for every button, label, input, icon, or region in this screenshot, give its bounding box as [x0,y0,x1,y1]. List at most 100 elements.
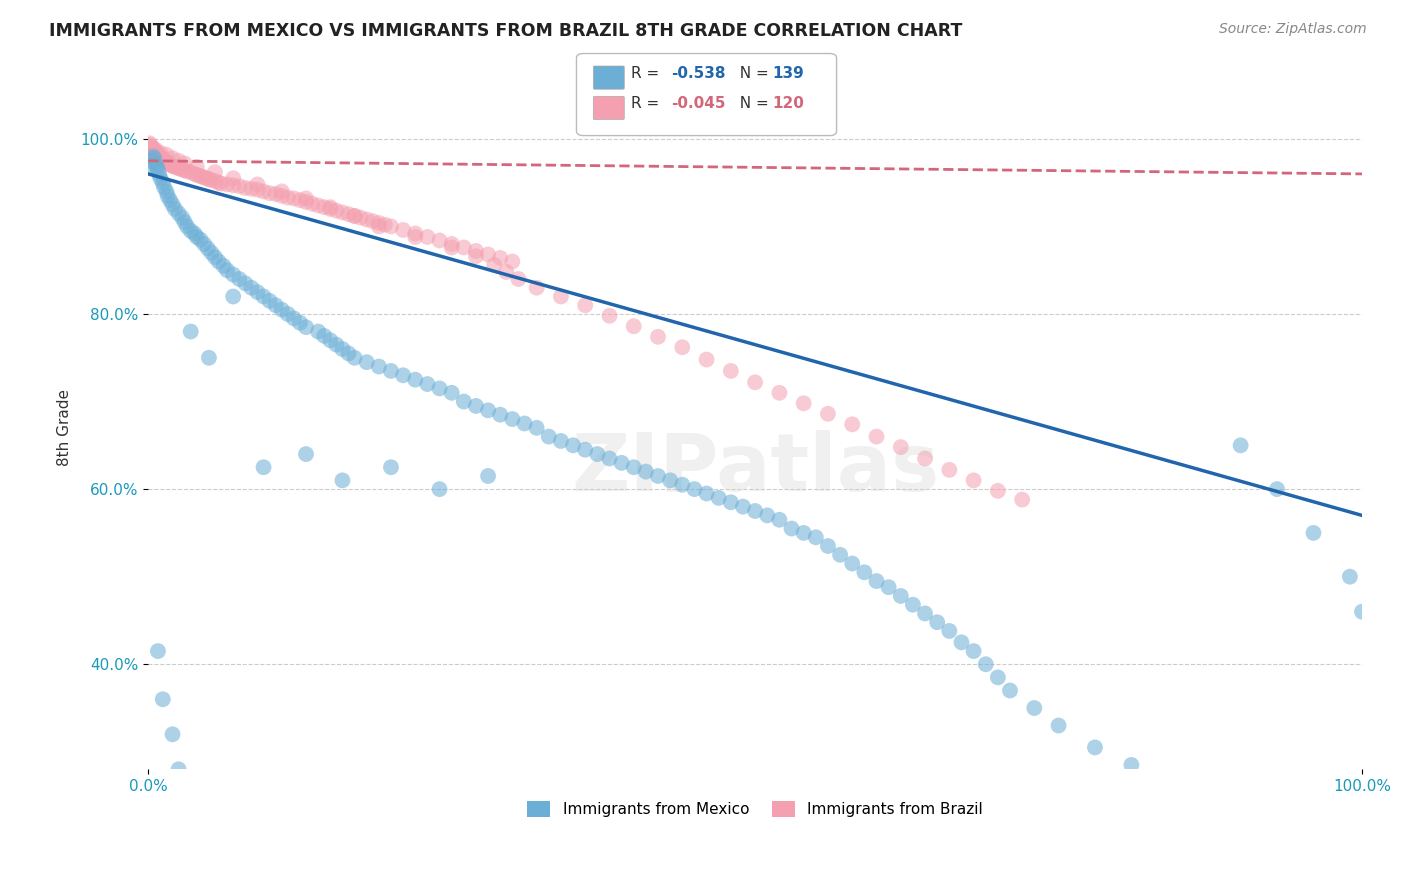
Point [283,191,305,205]
Text: Source: ZipAtlas.com: Source: ZipAtlas.com [1219,22,1367,37]
Point [222,289,245,303]
Point [204,165,226,179]
Point [598,309,620,323]
Point [162,151,184,165]
Point [793,396,815,410]
Point [138,136,160,151]
Point [295,194,318,209]
Point [1302,525,1324,540]
Point [146,147,169,161]
Point [143,151,166,165]
Point [367,359,389,374]
Point [148,167,170,181]
Point [550,289,572,303]
Point [166,161,188,175]
Point [465,249,488,263]
Point [574,442,596,457]
Point [149,171,172,186]
Point [332,205,354,219]
Point [647,469,669,483]
Point [696,486,718,500]
Point [319,333,342,347]
Point [343,209,366,223]
Point [404,227,426,241]
Point [157,156,180,170]
Point [865,574,887,588]
Point [696,352,718,367]
Point [562,438,585,452]
Point [141,153,163,168]
Point [962,644,984,658]
Point [1011,492,1033,507]
Point [208,254,231,268]
Point [367,216,389,230]
Point [429,381,451,395]
Point [744,504,766,518]
Point [440,240,463,254]
Point [508,272,530,286]
Point [337,207,360,221]
Point [153,153,176,167]
Text: ZIPatlas: ZIPatlas [571,430,939,508]
Point [259,186,281,201]
Point [160,158,183,172]
Point [155,153,177,168]
Text: IMMIGRANTS FROM MEXICO VS IMMIGRANTS FROM BRAZIL 8TH GRADE CORRELATION CHART: IMMIGRANTS FROM MEXICO VS IMMIGRANTS FRO… [49,22,963,40]
Point [155,154,177,169]
Point [167,206,190,220]
Point [240,281,263,295]
Point [264,187,287,202]
Point [149,150,172,164]
Point [465,399,488,413]
Point [141,141,163,155]
Point [193,237,215,252]
Point [914,451,936,466]
Point [314,329,336,343]
Point [186,160,208,174]
Point [683,482,706,496]
Point [768,513,790,527]
Point [259,293,281,308]
Point [167,762,190,776]
Point [841,557,863,571]
Point [180,165,202,179]
Point [277,307,299,321]
Point [841,417,863,432]
Point [222,178,245,193]
Point [537,429,560,443]
Point [374,218,396,232]
Point [145,156,167,170]
Point [828,548,851,562]
Text: -0.045: -0.045 [671,96,725,112]
Point [295,320,318,334]
Point [914,607,936,621]
Point [647,330,669,344]
Point [429,482,451,496]
Point [252,185,274,199]
Point [217,178,239,192]
Point [172,211,194,225]
Point [416,230,439,244]
Point [938,463,960,477]
Point [1024,701,1046,715]
Point [586,447,609,461]
Point [146,644,169,658]
Point [186,230,208,244]
Point [367,219,389,234]
Point [550,434,572,448]
Point [200,245,222,260]
Point [1192,793,1215,807]
Point [1351,605,1374,619]
Point [152,152,174,166]
Point [768,385,790,400]
Point [277,190,299,204]
Point [477,247,499,261]
Point [155,185,177,199]
Point [162,727,184,741]
Point [183,167,205,181]
Point [295,191,318,205]
Point [429,234,451,248]
Point [901,598,924,612]
Point [173,215,195,229]
Point [150,151,173,165]
